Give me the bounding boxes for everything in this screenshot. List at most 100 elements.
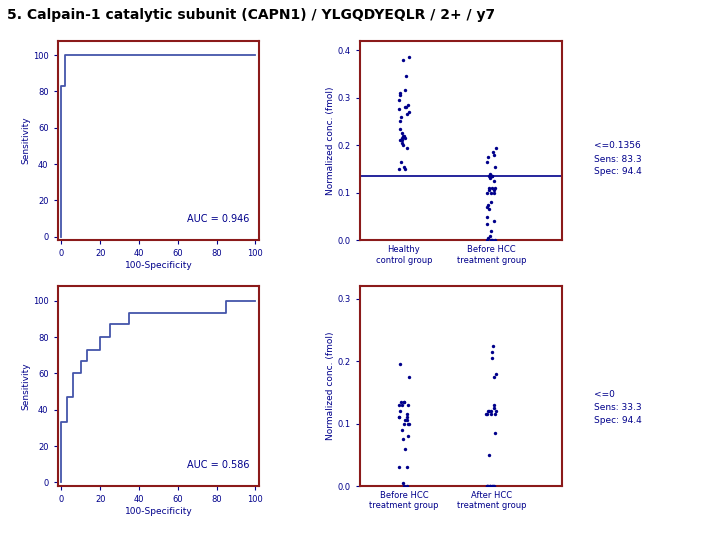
Point (490, 410, 501, 418)
Point (401, 143, 413, 152)
Point (482, 482, 494, 490)
Point (399, 103, 410, 111)
Point (483, 172, 495, 180)
Point (484, 170, 495, 178)
Point (398, 419, 410, 428)
Point (394, 360, 405, 369)
Point (401, 482, 413, 490)
Text: <=0.1356: <=0.1356 (594, 141, 641, 150)
Point (402, 53, 414, 62)
Text: Spec: 94.4: Spec: 94.4 (594, 416, 642, 424)
Text: <=0: <=0 (594, 390, 615, 399)
Point (481, 482, 492, 490)
Point (483, 407, 495, 415)
Point (485, 198, 497, 207)
Point (393, 96, 405, 104)
Point (482, 410, 493, 418)
Point (487, 482, 499, 490)
Point (402, 419, 414, 428)
Point (397, 131, 409, 140)
Point (395, 158, 406, 166)
Point (402, 432, 413, 441)
Point (402, 416, 413, 425)
Point (481, 219, 492, 228)
Point (482, 158, 493, 166)
Point (402, 401, 413, 409)
Point (481, 202, 492, 211)
Point (486, 354, 498, 362)
Point (396, 401, 408, 409)
Point (398, 397, 410, 406)
Point (488, 403, 500, 412)
Point (398, 397, 410, 406)
Point (400, 103, 412, 111)
Point (402, 100, 413, 109)
Point (397, 55, 408, 64)
Point (488, 177, 500, 185)
Point (395, 89, 406, 97)
Point (488, 188, 500, 197)
Point (490, 429, 501, 437)
Point (485, 231, 496, 240)
Point (480, 410, 492, 418)
Y-axis label: Sensitivity: Sensitivity (21, 362, 30, 410)
Point (395, 91, 406, 99)
Point (485, 482, 496, 490)
Text: Spec: 94.4: Spec: 94.4 (594, 167, 642, 176)
Point (487, 148, 499, 157)
Point (402, 110, 413, 119)
Point (482, 407, 494, 415)
Point (395, 112, 407, 121)
Point (481, 188, 492, 197)
Point (395, 397, 407, 406)
Text: Sens: 83.3: Sens: 83.3 (594, 155, 642, 164)
Point (486, 172, 498, 180)
Point (488, 186, 500, 194)
Point (397, 138, 408, 147)
Point (489, 482, 500, 490)
Y-axis label: Sensitivity: Sensitivity (21, 117, 30, 164)
Point (489, 162, 500, 171)
Point (483, 186, 495, 194)
Point (485, 407, 497, 415)
Point (482, 153, 493, 161)
Point (396, 136, 408, 145)
Point (403, 107, 415, 116)
Point (490, 143, 502, 152)
Point (484, 184, 495, 192)
Point (400, 444, 411, 453)
Point (403, 419, 415, 428)
Point (490, 184, 501, 192)
Point (490, 407, 502, 415)
Point (489, 236, 500, 245)
Point (393, 413, 405, 422)
Point (490, 369, 501, 378)
Point (398, 162, 410, 171)
Point (487, 184, 498, 192)
Point (488, 217, 500, 226)
Point (395, 136, 406, 145)
Point (400, 416, 411, 425)
Point (485, 410, 497, 418)
Y-axis label: Normalized conc. (fmol): Normalized conc. (fmol) (326, 86, 335, 194)
Point (399, 165, 410, 173)
Point (396, 134, 408, 143)
Point (485, 226, 497, 235)
Point (487, 482, 498, 490)
Point (488, 150, 500, 159)
Point (485, 188, 496, 197)
Point (481, 212, 492, 221)
Point (486, 172, 498, 180)
Point (488, 401, 500, 409)
Point (393, 401, 405, 409)
Point (485, 174, 496, 183)
Point (482, 234, 494, 242)
Text: AUC = 0.946: AUC = 0.946 (186, 214, 249, 224)
Point (400, 72, 412, 80)
Point (393, 463, 405, 471)
Point (399, 86, 410, 95)
Point (393, 165, 405, 173)
Point (481, 236, 492, 245)
Point (398, 131, 410, 140)
Point (401, 413, 413, 422)
